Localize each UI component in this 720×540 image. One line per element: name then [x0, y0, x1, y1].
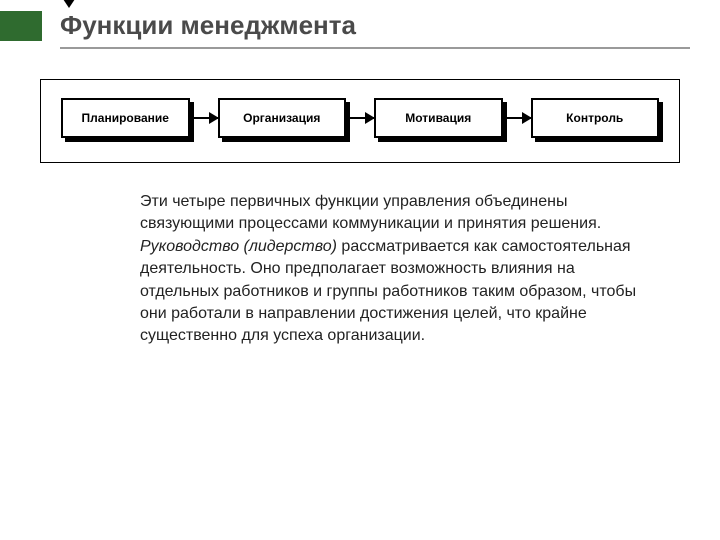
header-rule [60, 47, 690, 49]
diagram-container: Планирование Организация Мотивация Контр… [40, 79, 680, 163]
paragraph-italic: Руководство (лидерство) [140, 238, 337, 255]
node-control: Контроль [531, 98, 660, 138]
node-motivation: Мотивация [374, 98, 503, 138]
node-planning: Планирование [61, 98, 190, 138]
slide-title: Функции менеджмента [60, 10, 356, 41]
slide-header: Функции менеджмента [0, 0, 720, 41]
flow-row: Планирование Организация Мотивация Контр… [57, 98, 663, 138]
accent-block [0, 11, 42, 41]
node-organization: Организация [218, 98, 347, 138]
node-label: Контроль [531, 98, 660, 138]
node-label: Планирование [61, 98, 190, 138]
node-label: Организация [218, 98, 347, 138]
arrow-icon [190, 117, 218, 119]
arrow-icon [346, 117, 374, 119]
paragraph-part1: Эти четыре первичных функции управления … [140, 193, 601, 232]
arrow-icon [503, 117, 531, 119]
node-label: Мотивация [374, 98, 503, 138]
feedback-arrowhead-icon [63, 0, 75, 8]
body-paragraph: Эти четыре первичных функции управления … [140, 191, 640, 348]
